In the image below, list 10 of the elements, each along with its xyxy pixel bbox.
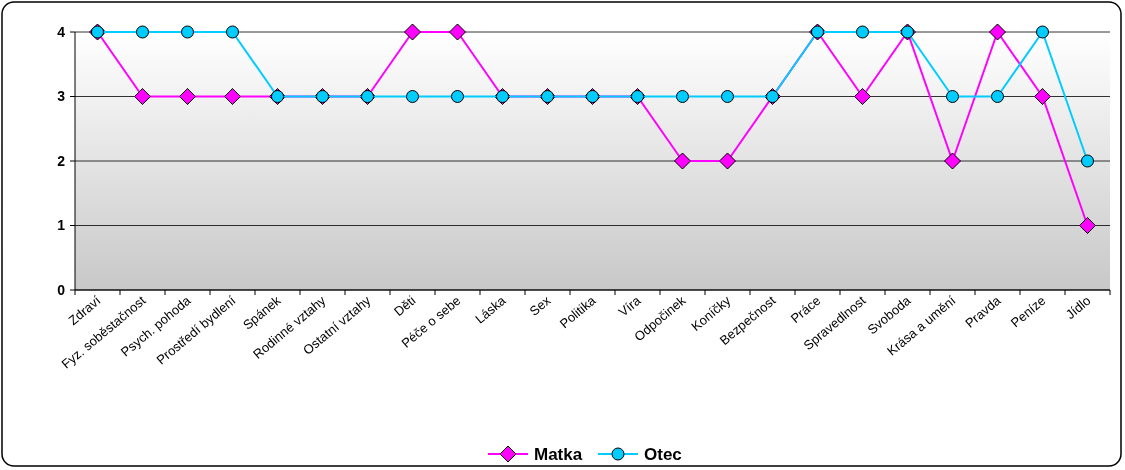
y-tick-label: 1 <box>57 217 66 234</box>
x-tick-label: Děti <box>391 292 419 320</box>
y-tick-label: 2 <box>57 152 66 169</box>
y-tick-label: 4 <box>57 23 66 40</box>
y-tick-label: 3 <box>57 88 66 105</box>
x-tick-label: Jídlo <box>1062 292 1094 322</box>
x-tick-label: Sex <box>526 292 554 319</box>
legend-label: Otec <box>644 444 682 464</box>
legend-label: Matka <box>534 444 583 464</box>
y-tick-label: 0 <box>57 281 66 298</box>
